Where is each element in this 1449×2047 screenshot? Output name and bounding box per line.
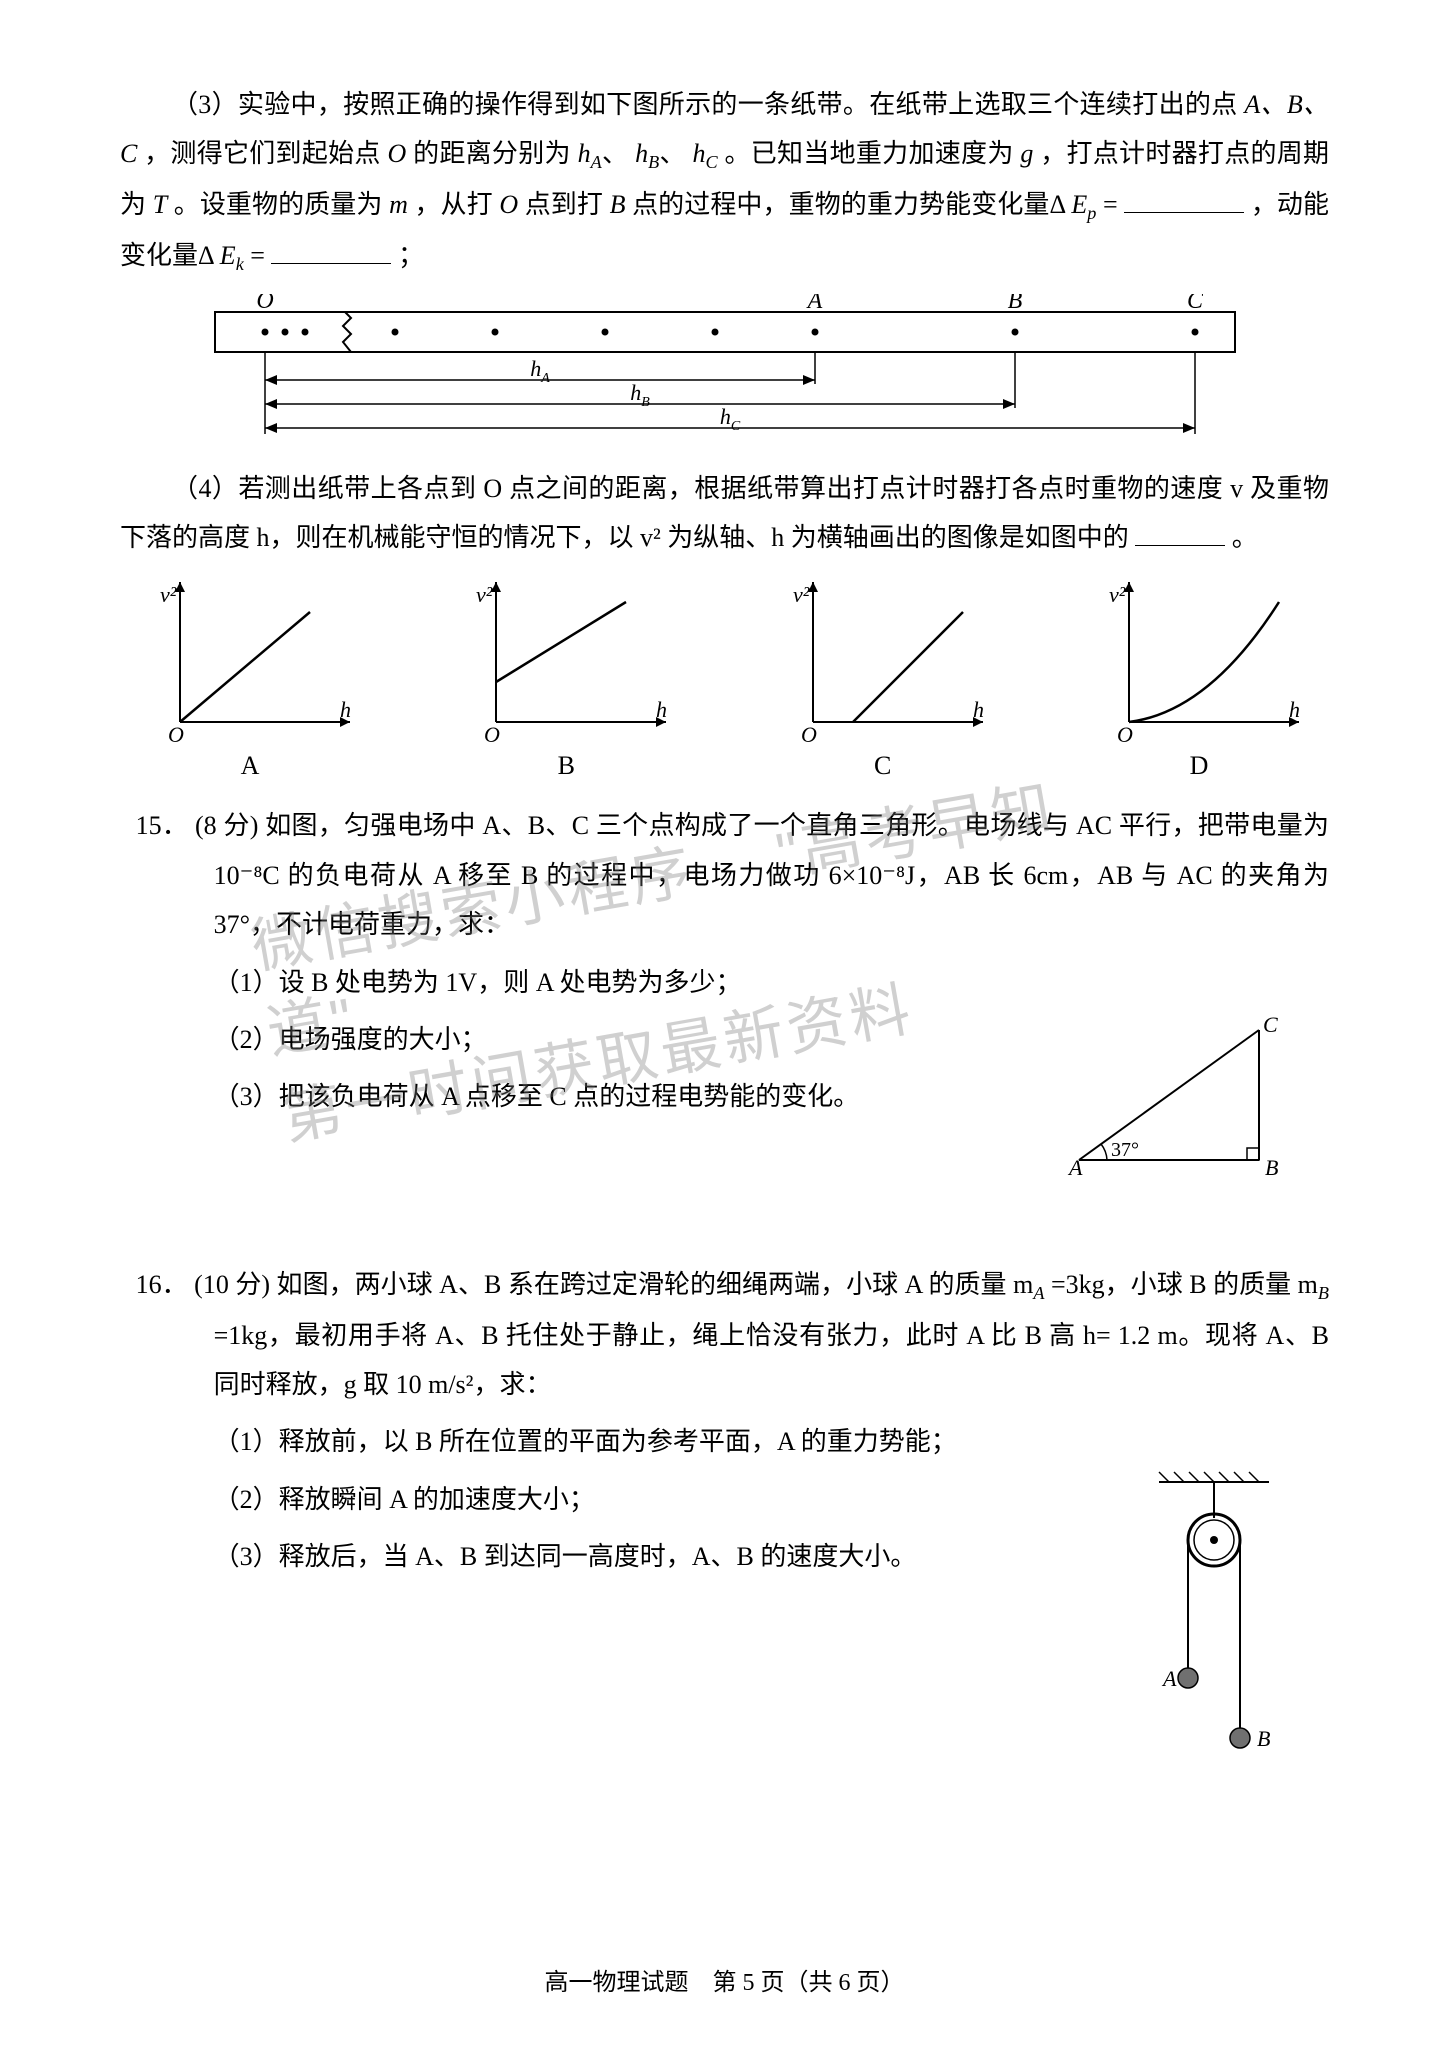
chartC-y: v² bbox=[793, 582, 810, 607]
tape-hB: hB bbox=[630, 380, 650, 410]
q16-t1: 如图，两小球 A、B 系在跨过定滑轮的细绳两端，小球 A 的质量 m bbox=[277, 1270, 1034, 1299]
tri-A: A bbox=[1067, 1155, 1083, 1180]
page: （3）实验中，按照正确的操作得到如下图所示的一条纸带。在纸带上选取三个连续打出的… bbox=[0, 0, 1449, 2047]
tape-B: B bbox=[1007, 294, 1022, 314]
q3-semicolon: ； bbox=[398, 241, 424, 270]
chartC-O: O bbox=[801, 722, 817, 747]
q3-t8: 点到打 bbox=[525, 190, 603, 219]
q15-pts: (8 分) bbox=[195, 811, 265, 840]
chartB-x: h bbox=[656, 697, 667, 722]
chartC-label: C bbox=[753, 751, 1013, 781]
q3-hB: h bbox=[635, 139, 648, 168]
q16-t1b: =3kg，小球 B 的质量 m bbox=[1051, 1270, 1318, 1299]
q3-O: O bbox=[388, 139, 407, 168]
tape-hC: hC bbox=[719, 404, 740, 434]
q15-num: 15． bbox=[136, 811, 189, 840]
blank-q4 bbox=[1135, 514, 1225, 546]
q3-t7: ，从打 bbox=[414, 190, 492, 219]
q3-T: T bbox=[153, 190, 167, 219]
q4-paragraph: （4）若测出纸带上各点到 O 点之间的距离，根据纸带算出打点计时器打各点时重物的… bbox=[120, 464, 1329, 563]
q4-period: 。 bbox=[1232, 523, 1258, 552]
q3-Ek: E bbox=[220, 241, 236, 270]
q15-text1: 如图，匀强电场中 A、B、C 三个点构成了一个直角三角形。电场线与 AC 平行，… bbox=[214, 811, 1329, 939]
q3-hBs: B bbox=[648, 153, 659, 173]
q16-main: 16． (10 分) 如图，两小球 A、B 系在跨过定滑轮的细绳两端，小球 A … bbox=[120, 1260, 1329, 1410]
pulley-B: B bbox=[1257, 1726, 1270, 1751]
tape-hA: hA bbox=[530, 356, 550, 386]
chartA-O: O bbox=[168, 722, 184, 747]
q3-paragraph: （3）实验中，按照正确的操作得到如下图所示的一条纸带。在纸带上选取三个连续打出的… bbox=[120, 80, 1329, 282]
blank-Ek bbox=[271, 232, 391, 264]
triangle-figure: A B C 37° bbox=[1059, 1010, 1289, 1180]
chartD-O: O bbox=[1117, 722, 1133, 747]
q15-main: 15． (8 分) 如图，匀强电场中 A、B、C 三个点构成了一个直角三角形。电… bbox=[120, 801, 1329, 949]
pulley-figure: A B bbox=[1119, 1470, 1289, 1770]
q3-t9: 点的过程中，重物的重力势能变化量Δ bbox=[632, 190, 1065, 219]
q16-s1: （1）释放前，以 B 所在位置的平面为参考平面，A 的重力势能； bbox=[120, 1417, 1329, 1466]
tape-figure: O A B C hA hB hC bbox=[195, 294, 1255, 444]
mini-chart-row: v² h O A v² h O B bbox=[120, 572, 1329, 781]
blank-Ep bbox=[1124, 181, 1244, 213]
q3-B: B bbox=[610, 190, 626, 219]
chartC-x: h bbox=[973, 697, 984, 722]
q3-g: g bbox=[1020, 139, 1033, 168]
tri-B: B bbox=[1265, 1155, 1278, 1180]
q3-t4: 。已知当地重力加速度为 bbox=[724, 139, 1013, 168]
tape-C: C bbox=[1186, 294, 1203, 314]
q3-Ep: E bbox=[1071, 190, 1087, 219]
chartA-y: v² bbox=[160, 582, 177, 607]
q16-pts: (10 分) bbox=[194, 1270, 276, 1299]
q3-hAs: A bbox=[591, 153, 602, 173]
chartA-x: h bbox=[340, 697, 351, 722]
q16-num: 16． bbox=[136, 1270, 188, 1299]
mini-chart-C: v² h O C bbox=[753, 572, 1013, 781]
q3-Epsub: p bbox=[1087, 203, 1096, 223]
pulley-A: A bbox=[1161, 1666, 1177, 1691]
tape-A: A bbox=[805, 294, 822, 314]
q3-eq1: = bbox=[1103, 190, 1118, 219]
mini-chart-A: v² h O A bbox=[120, 572, 380, 781]
q3-t3: 的距离分别为 bbox=[413, 139, 571, 168]
q16-block: 16． (10 分) 如图，两小球 A、B 系在跨过定滑轮的细绳两端，小球 A … bbox=[120, 1260, 1329, 1770]
mini-chart-B: v² h O B bbox=[436, 572, 696, 781]
q3-t1: （3）实验中，按照正确的操作得到如下图所示的一条纸带。在纸带上选取三个连续打出的… bbox=[172, 90, 1238, 119]
chartB-label: B bbox=[436, 751, 696, 781]
q3-O2: O bbox=[499, 190, 518, 219]
q3-hC: h bbox=[693, 139, 706, 168]
q3-t6: 。设重物的质量为 bbox=[174, 190, 383, 219]
chartB-O: O bbox=[484, 722, 500, 747]
chartD-label: D bbox=[1069, 751, 1329, 781]
tri-C: C bbox=[1263, 1012, 1278, 1037]
q15-block: 15． (8 分) 如图，匀强电场中 A、B、C 三个点构成了一个直角三角形。电… bbox=[120, 801, 1329, 1179]
page-footer: 高一物理试题 第 5 页（共 6 页） bbox=[0, 1962, 1449, 1997]
tape-O: O bbox=[256, 294, 273, 314]
q3-Eksub: k bbox=[236, 254, 244, 274]
q15-s1: （1）设 B 处电势为 1V，则 A 处电势为多少； bbox=[120, 958, 1329, 1007]
q3-m: m bbox=[389, 190, 408, 219]
q3-hCs: C bbox=[706, 153, 718, 173]
chartD-x: h bbox=[1289, 697, 1300, 722]
q3-hA: h bbox=[578, 139, 591, 168]
chartD-y: v² bbox=[1109, 582, 1126, 607]
chartA-label: A bbox=[120, 751, 380, 781]
mini-chart-D: v² h O D bbox=[1069, 572, 1329, 781]
q16-t1c: =1kg，最初用手将 A、B 托住处于静止，绳上恰没有张力，此时 A 比 B 高… bbox=[214, 1321, 1329, 1399]
tri-angle: 37° bbox=[1111, 1139, 1139, 1161]
chartB-y: v² bbox=[476, 582, 493, 607]
q3-eq2: = bbox=[250, 241, 265, 270]
footer-text: 高一物理试题 第 5 页（共 6 页） bbox=[545, 1970, 905, 1996]
q16-mBs: B bbox=[1318, 1283, 1329, 1303]
q16-mAs: A bbox=[1033, 1283, 1044, 1303]
q3-t2: ，测得它们到起始点 bbox=[144, 139, 381, 168]
